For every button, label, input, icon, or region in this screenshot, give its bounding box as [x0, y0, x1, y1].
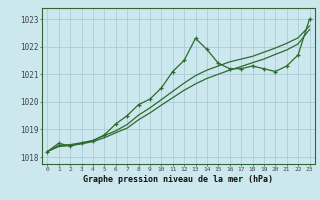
- X-axis label: Graphe pression niveau de la mer (hPa): Graphe pression niveau de la mer (hPa): [84, 175, 273, 184]
